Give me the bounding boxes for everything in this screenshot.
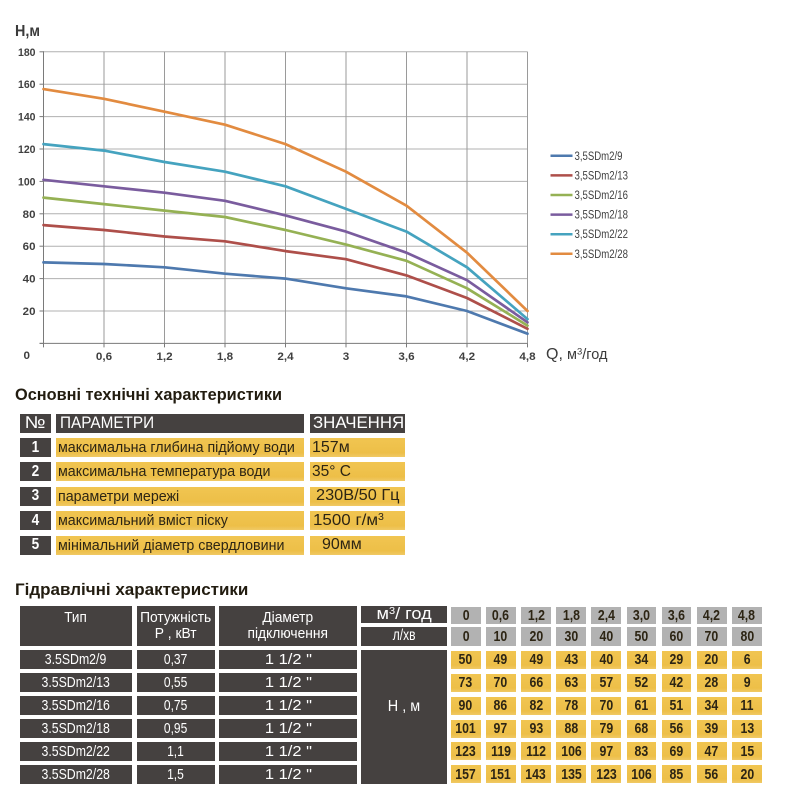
svg-text:3,6: 3,6 xyxy=(398,351,414,363)
svg-text:2,4: 2,4 xyxy=(277,351,294,363)
svg-text:3,5SDm2/22: 3,5SDm2/22 xyxy=(575,229,629,241)
svg-text:3: 3 xyxy=(343,351,350,363)
svg-text:3,5SDm2/16: 3,5SDm2/16 xyxy=(575,190,629,202)
svg-text:0: 0 xyxy=(24,350,31,362)
svg-text:20: 20 xyxy=(23,306,36,318)
svg-text:Н,м: Н,м xyxy=(15,23,40,40)
svg-text:3,5SDm2/28: 3,5SDm2/28 xyxy=(575,249,629,261)
svg-text:0,6: 0,6 xyxy=(96,351,112,363)
svg-text:60: 60 xyxy=(23,241,36,253)
svg-text:4,2: 4,2 xyxy=(459,351,475,363)
svg-text:3,5SDm2/9: 3,5SDm2/9 xyxy=(575,151,623,163)
svg-text:160: 160 xyxy=(18,79,36,91)
svg-text:1,8: 1,8 xyxy=(217,351,233,363)
svg-text:м3/год: м3/год xyxy=(567,347,608,364)
svg-text:3,5SDm2/13: 3,5SDm2/13 xyxy=(575,170,629,182)
svg-text:120: 120 xyxy=(18,144,36,156)
svg-text:140: 140 xyxy=(18,112,36,124)
svg-text:180: 180 xyxy=(18,47,36,59)
svg-text:40: 40 xyxy=(23,274,36,286)
svg-text:4,8: 4,8 xyxy=(519,351,535,363)
svg-text:3,5SDm2/18: 3,5SDm2/18 xyxy=(575,210,629,222)
svg-text:1,2: 1,2 xyxy=(156,351,172,363)
svg-text:Q,: Q, xyxy=(546,346,563,363)
svg-text:100: 100 xyxy=(18,176,36,188)
svg-text:80: 80 xyxy=(23,209,36,221)
